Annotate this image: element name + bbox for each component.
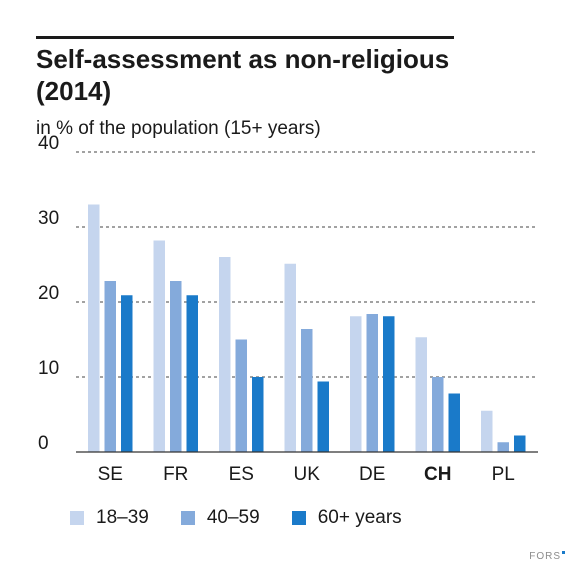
bar-ch-series-1 xyxy=(415,337,427,452)
bar-se-series-2 xyxy=(104,281,116,452)
x-tick-label-es: ES xyxy=(229,464,254,485)
legend-label: 40–59 xyxy=(206,507,260,528)
bar-ch-series-2 xyxy=(432,377,444,452)
chart-title: Self-assessment as non-religious (2014) xyxy=(36,44,450,106)
source-logo: FORS xyxy=(529,551,565,562)
bar-de-series-2 xyxy=(366,314,378,452)
axis-labels: 0 10 20 30 40 SE FR ES UK DE CH PL xyxy=(38,133,538,485)
bar-pl-series-3 xyxy=(514,435,526,452)
x-tick-label-de: DE xyxy=(359,464,385,485)
bar-pl-series-1 xyxy=(481,410,493,452)
bar-ch-series-3 xyxy=(448,393,460,452)
y-tick-label: 30 xyxy=(38,208,59,229)
legend-swatch xyxy=(180,511,195,525)
title-rule xyxy=(36,36,454,39)
legend-label: 60+ years xyxy=(317,507,402,528)
bar-pl-series-2 xyxy=(497,442,509,452)
bar-fr-series-3 xyxy=(186,295,198,452)
x-tick-label-fr: FR xyxy=(163,464,188,485)
bar-se-series-3 xyxy=(121,295,133,452)
legend-item-2: 40–59 xyxy=(180,507,260,529)
x-tick-label-se: SE xyxy=(98,464,123,485)
bar-es-series-1 xyxy=(219,257,231,452)
bar-chart: 0 10 20 30 40 SE FR ES UK DE CH PL xyxy=(38,133,538,485)
bar-fr-series-1 xyxy=(153,240,165,452)
bar-se-series-1 xyxy=(88,204,100,452)
bar-fr-series-2 xyxy=(170,281,182,452)
bar-de-series-1 xyxy=(350,316,362,452)
legend-item-1: 18–39 xyxy=(70,507,149,529)
y-tick-label: 20 xyxy=(38,283,59,304)
source-logo-dot xyxy=(562,551,565,554)
legend-label: 18–39 xyxy=(96,507,149,528)
y-tick-label: 0 xyxy=(38,433,49,454)
x-tick-label-ch: CH xyxy=(424,464,451,485)
x-tick-label-uk: UK xyxy=(294,464,321,485)
legend-swatch xyxy=(70,511,84,525)
bar-es-series-2 xyxy=(235,339,247,452)
bar-de-series-3 xyxy=(383,316,395,452)
chart-subtitle: in % of the population (15+ years) xyxy=(36,118,321,139)
legend: 18–39 40–59 60+ years xyxy=(70,507,434,529)
bar-uk-series-1 xyxy=(284,263,296,452)
bar-uk-series-2 xyxy=(301,329,313,452)
source-logo-text: FORS xyxy=(529,551,561,562)
bars xyxy=(88,204,526,452)
bar-uk-series-3 xyxy=(317,381,329,452)
legend-item-3: 60+ years xyxy=(291,507,402,529)
y-tick-label: 40 xyxy=(38,133,59,154)
x-tick-label-pl: PL xyxy=(492,464,515,485)
legend-swatch xyxy=(291,511,306,525)
y-tick-label: 10 xyxy=(38,358,59,379)
bar-es-series-3 xyxy=(252,377,264,452)
